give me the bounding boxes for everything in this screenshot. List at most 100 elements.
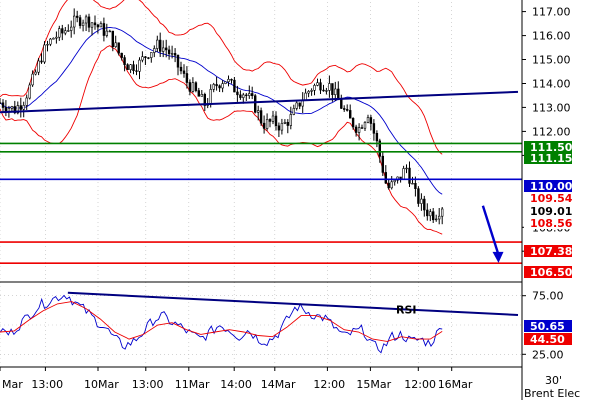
candle-body-69: [203, 94, 206, 106]
candle-body-113: [334, 88, 337, 95]
candle-body-118: [348, 110, 352, 119]
candle-body-92: [271, 115, 275, 122]
candle-body-112: [331, 83, 334, 95]
candle-body-54: [159, 39, 162, 52]
candle-body-93: [274, 115, 278, 126]
candle-body-144: [426, 209, 429, 217]
candle-body-31: [90, 22, 94, 28]
candle-body-64: [188, 82, 192, 92]
candle-body-60: [176, 54, 180, 68]
candle-body-38: [111, 30, 115, 48]
candle-body-111: [328, 83, 331, 91]
price-label-2-text: 110.00: [530, 180, 573, 193]
candle-body-8: [22, 105, 25, 110]
candle-body-124: [366, 117, 370, 123]
grid-layer: [0, 2, 453, 366]
candle-body-56: [165, 47, 168, 51]
candle-body-3: [7, 108, 11, 112]
rsi-value-label-1-text: 44.50: [530, 333, 565, 346]
candle-body-20: [58, 28, 61, 38]
x-tick-label-8: 15Mar: [356, 378, 391, 391]
candle-body-24: [70, 26, 73, 31]
candle-body-90: [265, 119, 269, 129]
candle-body-67: [197, 90, 200, 97]
candle-body-66: [194, 82, 198, 91]
candle-body-79: [233, 79, 236, 93]
candle-body-82: [242, 94, 245, 98]
candle-body-74: [218, 85, 221, 89]
candle-body-106: [313, 85, 316, 91]
candle-body-78: [230, 79, 233, 81]
bands-layer: [0, 0, 443, 235]
x-tick-label-2: 10Mar: [84, 378, 119, 391]
candle-body-22: [64, 30, 67, 34]
candle-body-50: [147, 57, 150, 59]
candle-body-42: [123, 57, 126, 65]
candle-body-94: [277, 125, 281, 131]
price-label-1-text: 111.15: [530, 152, 572, 165]
lower-band-line: [0, 45, 443, 235]
candle-body-32: [93, 22, 97, 26]
candle-body-108: [319, 82, 322, 91]
candle-body-132: [390, 181, 393, 189]
candle-body-27: [78, 17, 82, 26]
candle-body-130: [384, 172, 387, 184]
candle-body-61: [179, 66, 183, 72]
x-tick-label-7: 12:00: [313, 378, 345, 391]
candle-body-121: [357, 127, 361, 133]
candle-body-10: [28, 84, 31, 99]
candle-body-116: [342, 108, 346, 110]
candle-body-55: [162, 47, 165, 52]
candle-body-5: [13, 106, 16, 114]
candle-body-0: [0, 102, 2, 104]
candle-body-126: [372, 123, 376, 134]
candle-body-91: [268, 119, 272, 122]
candle-body-137: [405, 167, 408, 170]
candle-body-36: [105, 30, 109, 36]
candle-body-35: [102, 23, 106, 36]
candle-body-34: [99, 23, 103, 28]
x-tick-label-5: 14:00: [220, 378, 252, 391]
rsi-tick-label-0: 75.00: [532, 290, 564, 303]
candle-body-44: [129, 64, 132, 70]
price-label-4-text: 109.01: [530, 205, 572, 218]
price-trendline: [0, 90, 519, 114]
candle-body-52: [153, 48, 156, 53]
rsi-layer: RSI: [0, 291, 522, 355]
candle-body-142: [420, 198, 423, 204]
candle-body-96: [283, 122, 287, 124]
price-tick-label-4: 113.00: [532, 101, 571, 114]
candle-body-21: [61, 28, 64, 34]
candle-body-59: [173, 53, 177, 56]
candle-body-73: [215, 84, 218, 87]
x-tick-label-3: 13:00: [132, 378, 164, 391]
rsi-value-label-0-text: 50.65: [530, 320, 565, 333]
candle-body-62: [182, 70, 186, 74]
price-label-0-box: [524, 141, 572, 153]
price-tick-label-3: 114.00: [532, 78, 571, 91]
candle-body-53: [156, 39, 159, 49]
candle-body-19: [55, 36, 58, 39]
rsi-trendline: [67, 291, 519, 316]
candle-body-143: [423, 198, 426, 211]
x-tick-label-9: 12:00: [404, 378, 436, 391]
candle-body-104: [307, 91, 310, 94]
candle-body-45: [132, 64, 135, 71]
candle-body-115: [340, 99, 343, 109]
candle-body-101: [298, 102, 301, 107]
price-tick-label-2: 115.00: [532, 54, 571, 67]
candle-body-145: [429, 211, 432, 217]
candle-body-40: [117, 42, 120, 54]
candle-body-39: [114, 42, 117, 47]
candle-body-140: [414, 183, 417, 190]
x-tick-label-1: 13:00: [31, 378, 63, 391]
rsi-signal-line: [0, 301, 443, 342]
levels-layer: [0, 90, 522, 265]
candle-body-77: [227, 79, 230, 83]
candle-body-98: [289, 114, 292, 126]
price-label-0-text: 111.50: [530, 141, 573, 154]
candle-body-29: [84, 16, 88, 24]
candle-body-11: [31, 73, 34, 86]
candle-body-100: [295, 102, 298, 109]
